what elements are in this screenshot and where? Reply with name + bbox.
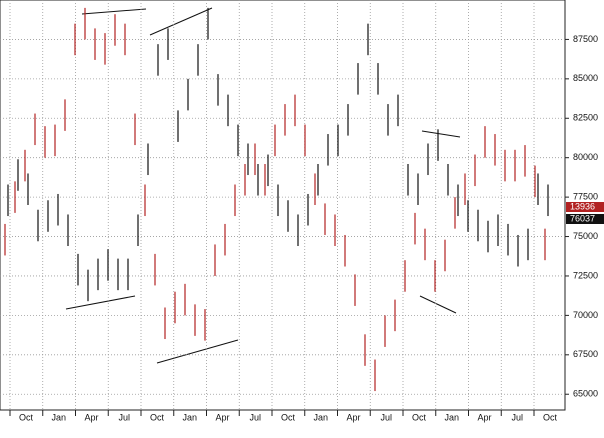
y-tick-label: 70000 [573, 310, 598, 320]
y-tick-label: 67500 [573, 349, 598, 359]
y-tick-label: 87500 [573, 34, 598, 44]
y-tick-label: 72500 [573, 270, 598, 280]
x-tick-label: Oct [543, 412, 558, 422]
x-tick-label: Jan [444, 412, 459, 422]
x-tick-label: Jan [51, 412, 66, 422]
last-value-tag [566, 214, 604, 224]
x-tick-label: Apr [477, 412, 491, 422]
y-tick-label: 65000 [573, 389, 598, 399]
x-tick-label: Oct [281, 412, 296, 422]
x-tick-label: Jan [313, 412, 328, 422]
plot-frame [0, 0, 566, 411]
last-value-label: 13936 [570, 201, 595, 211]
x-tick-label: Oct [19, 412, 34, 422]
x-tick-label: Jul [249, 412, 261, 422]
y-tick-label: 82500 [573, 113, 598, 123]
x-tick-label: Apr [346, 412, 360, 422]
last-value-label: 76037 [570, 213, 595, 223]
last-value-tag [566, 202, 604, 212]
x-tick-label: Jul [511, 412, 523, 422]
x-tick-label: Apr [215, 412, 229, 422]
x-tick-label: Oct [150, 412, 165, 422]
x-tick-label: Jan [182, 412, 197, 422]
trendlines [65, 7, 461, 364]
x-tick-label: Apr [84, 412, 98, 422]
x-tick-label: Jul [118, 412, 130, 422]
x-tick-label: Oct [412, 412, 427, 422]
y-tick-label: 77500 [573, 191, 598, 201]
y-tick-label: 75000 [573, 231, 598, 241]
x-tick-label: Jul [380, 412, 392, 422]
y-tick-label: 80000 [573, 152, 598, 162]
y-tick-label: 85000 [573, 73, 598, 83]
